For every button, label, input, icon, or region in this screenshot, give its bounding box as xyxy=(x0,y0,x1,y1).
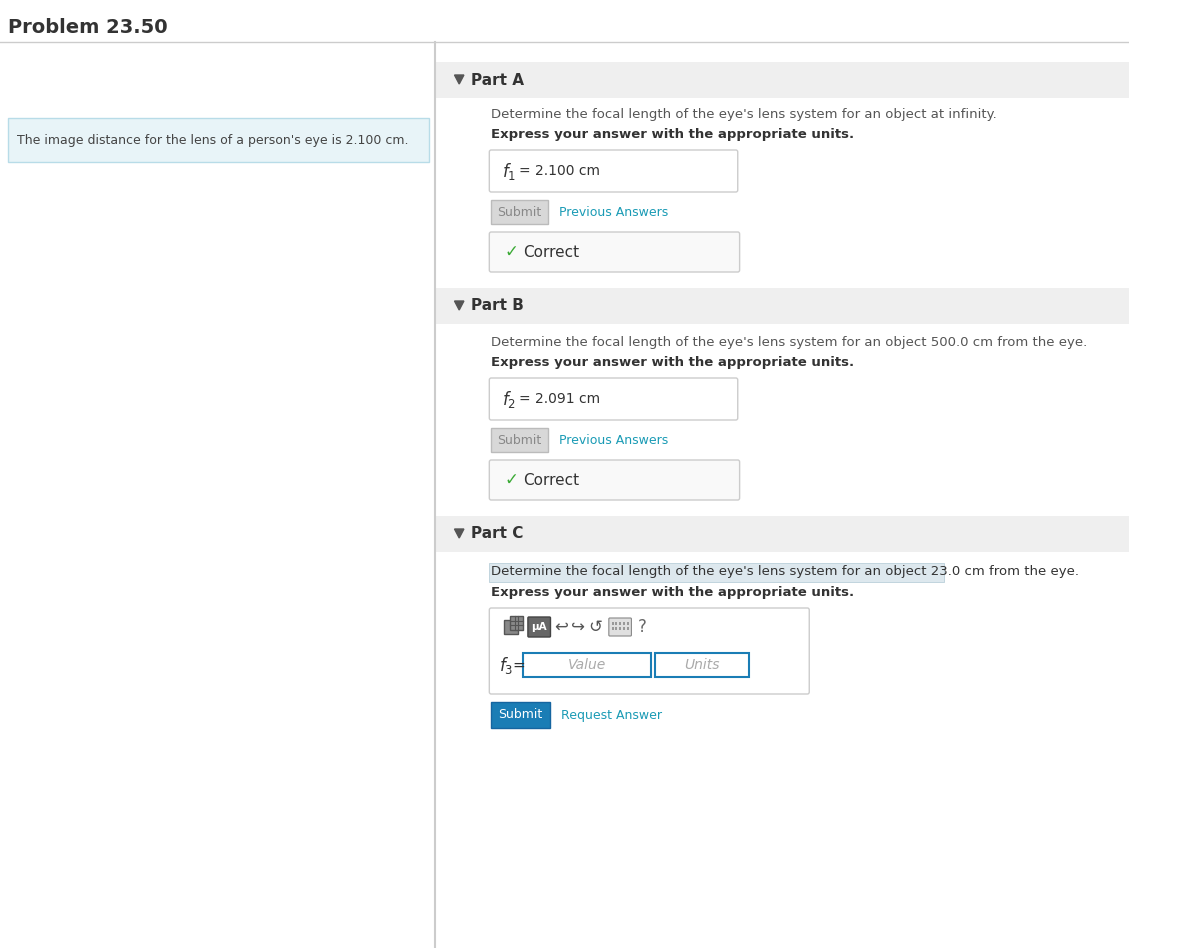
Polygon shape xyxy=(455,75,464,84)
Text: Previous Answers: Previous Answers xyxy=(559,433,668,447)
FancyBboxPatch shape xyxy=(616,627,617,630)
FancyBboxPatch shape xyxy=(623,627,625,630)
Text: Express your answer with the appropriate units.: Express your answer with the appropriate… xyxy=(491,128,854,141)
Text: ✓: ✓ xyxy=(504,471,518,489)
FancyBboxPatch shape xyxy=(490,150,738,192)
Text: Determine the focal length of the eye's lens system for an object 23.0 cm from t: Determine the focal length of the eye's … xyxy=(491,566,1079,578)
FancyBboxPatch shape xyxy=(434,516,1129,552)
FancyBboxPatch shape xyxy=(612,627,613,630)
Text: Express your answer with the appropriate units.: Express your answer with the appropriate… xyxy=(491,356,854,369)
Text: $f_3$: $f_3$ xyxy=(499,654,514,676)
FancyBboxPatch shape xyxy=(490,378,738,420)
Text: Correct: Correct xyxy=(523,472,580,487)
Text: The image distance for the lens of a person's eye is 2.100 cm.: The image distance for the lens of a per… xyxy=(17,134,408,147)
FancyBboxPatch shape xyxy=(491,702,550,728)
FancyBboxPatch shape xyxy=(491,428,547,452)
Polygon shape xyxy=(455,529,464,538)
FancyBboxPatch shape xyxy=(434,62,1129,98)
FancyBboxPatch shape xyxy=(504,620,517,634)
Text: Submit: Submit xyxy=(497,433,541,447)
Text: $f_2$: $f_2$ xyxy=(503,389,516,410)
Text: Submit: Submit xyxy=(497,206,541,218)
FancyBboxPatch shape xyxy=(490,608,809,694)
Text: Part B: Part B xyxy=(470,299,523,314)
FancyBboxPatch shape xyxy=(655,653,749,677)
FancyBboxPatch shape xyxy=(490,232,739,272)
Text: Part A: Part A xyxy=(470,72,523,87)
FancyBboxPatch shape xyxy=(490,460,739,500)
FancyBboxPatch shape xyxy=(626,622,629,625)
FancyBboxPatch shape xyxy=(528,617,551,637)
Text: ↩: ↩ xyxy=(554,618,568,636)
Text: Submit: Submit xyxy=(498,708,542,721)
FancyBboxPatch shape xyxy=(612,622,613,625)
Text: $f_1$: $f_1$ xyxy=(503,160,517,181)
Text: Determine the focal length of the eye's lens system for an object at infinity.: Determine the focal length of the eye's … xyxy=(491,108,997,121)
FancyBboxPatch shape xyxy=(523,653,652,677)
FancyBboxPatch shape xyxy=(619,622,622,625)
Text: Part C: Part C xyxy=(470,526,523,541)
FancyBboxPatch shape xyxy=(616,622,617,625)
FancyBboxPatch shape xyxy=(490,563,944,582)
Text: ↪: ↪ xyxy=(571,618,584,636)
Text: Problem 23.50: Problem 23.50 xyxy=(7,18,167,37)
Text: = 2.091 cm: = 2.091 cm xyxy=(520,392,600,406)
Text: ✓: ✓ xyxy=(504,243,518,261)
Text: ?: ? xyxy=(637,618,646,636)
Text: Express your answer with the appropriate units.: Express your answer with the appropriate… xyxy=(491,586,854,599)
Text: Value: Value xyxy=(568,658,606,672)
Polygon shape xyxy=(455,301,464,310)
FancyBboxPatch shape xyxy=(0,0,1129,948)
Text: μA: μA xyxy=(532,622,547,632)
FancyBboxPatch shape xyxy=(623,622,625,625)
Text: Previous Answers: Previous Answers xyxy=(559,206,668,218)
Text: Determine the focal length of the eye's lens system for an object 500.0 cm from : Determine the focal length of the eye's … xyxy=(491,336,1087,349)
FancyBboxPatch shape xyxy=(7,118,430,162)
FancyBboxPatch shape xyxy=(626,627,629,630)
FancyBboxPatch shape xyxy=(608,618,631,636)
FancyBboxPatch shape xyxy=(619,627,622,630)
Text: =: = xyxy=(512,658,526,672)
FancyBboxPatch shape xyxy=(434,288,1129,324)
FancyBboxPatch shape xyxy=(510,616,523,630)
Text: ↺: ↺ xyxy=(588,618,601,636)
Text: Correct: Correct xyxy=(523,245,580,260)
Text: = 2.100 cm: = 2.100 cm xyxy=(520,164,600,178)
Text: Units: Units xyxy=(684,658,720,672)
FancyBboxPatch shape xyxy=(491,200,547,224)
Text: Request Answer: Request Answer xyxy=(560,708,662,721)
